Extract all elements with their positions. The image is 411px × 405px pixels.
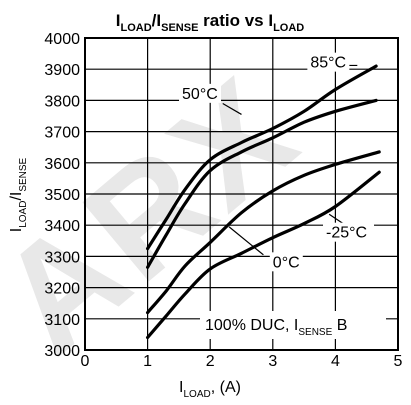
annotation-box: [200, 311, 386, 339]
series-label-50c: 50°C: [182, 86, 218, 103]
series-label-backdrop: [323, 222, 375, 242]
y-tick-label: 3100: [44, 312, 80, 329]
series-line-0c: [146, 150, 381, 315]
series-label-backdrop: [179, 83, 222, 103]
series-label-minus-25c: -25°C: [326, 225, 367, 242]
series-line-50c: [146, 98, 378, 269]
y-tick-label: 3200: [44, 281, 80, 298]
y-tick-label: 4000: [44, 31, 80, 48]
x-tick-label: 1: [143, 353, 152, 370]
x-tick-label: 5: [394, 353, 403, 370]
series-label-0c: 0°C: [273, 254, 300, 271]
y-tick-label: 3000: [44, 343, 80, 360]
series-label-backdrop: [269, 252, 303, 272]
chart-title: ILOAD/ISENSE ratio vs ILOAD: [116, 11, 305, 34]
series-labels: 85°C 50°C 0°C -25°C: [179, 52, 375, 272]
y-axis-label: ILOAD/ISENSE: [8, 157, 29, 232]
y-tick-label: 3500: [44, 187, 80, 204]
y-tick-label: 3700: [44, 125, 80, 142]
y-tick-label: 3800: [44, 93, 80, 110]
series-label-85c: 85°C: [310, 55, 346, 72]
series-label-leader: [222, 103, 242, 115]
series-label-leader: [228, 226, 264, 256]
x-tick-label: 3: [268, 353, 277, 370]
x-axis-label: ILOAD, (A): [179, 379, 241, 400]
y-tick-label: 3900: [44, 62, 80, 79]
y-tick-labels: 3000 3100 3200 3300 3400 3500 3600 3700 3800 3900…: [44, 31, 80, 360]
x-tick-labels: 0 1 2 3 4 5: [81, 353, 403, 370]
series-lines: [146, 64, 381, 340]
x-tick-label: 0: [81, 353, 90, 370]
x-tick-label: 2: [206, 353, 215, 370]
y-tick-label: 3400: [44, 218, 80, 235]
series-line-85c: [146, 64, 378, 251]
x-tick-label: 4: [331, 353, 340, 370]
annotation-text: 100% DUC, ISENSE B: [205, 317, 347, 338]
y-tick-label: 3300: [44, 249, 80, 266]
series-line-minus-25c: [146, 170, 381, 340]
series-label-backdrop: [307, 52, 350, 72]
y-tick-label: 3600: [44, 156, 80, 173]
